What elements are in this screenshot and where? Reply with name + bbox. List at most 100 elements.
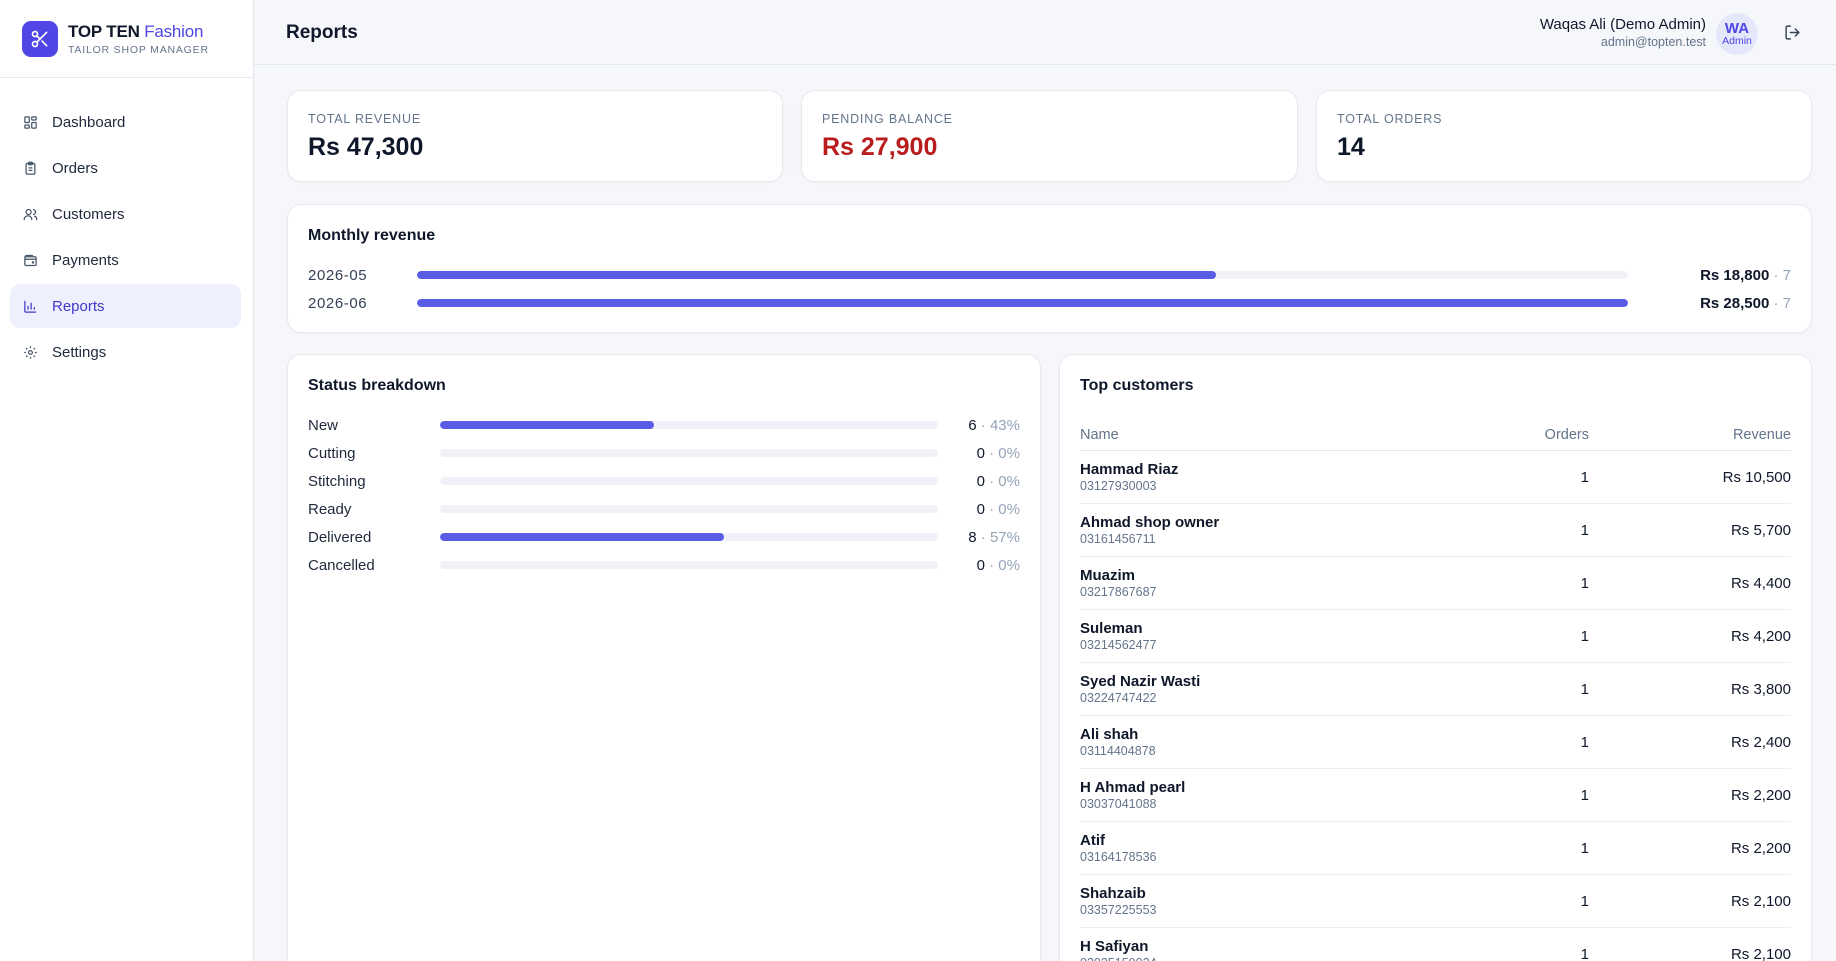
sidebar-item-reports[interactable]: Reports bbox=[10, 284, 241, 328]
customer-phone: 03127930003 bbox=[1080, 478, 1157, 493]
customer-revenue: Rs 5,700 bbox=[1730, 521, 1791, 539]
customer-cell: Muazim 03217867687 bbox=[1080, 567, 1469, 600]
table-row[interactable]: Suleman 03214562477 1 Rs 4,200 bbox=[1080, 610, 1791, 663]
customer-cell: Atif 03164178536 bbox=[1080, 832, 1469, 865]
customer-revenue: Rs 4,200 bbox=[1730, 627, 1791, 645]
revenue-bar-track bbox=[417, 271, 1628, 279]
customer-name: Muazim bbox=[1080, 566, 1136, 584]
stat-value: Rs 47,300 bbox=[308, 133, 424, 161]
customer-name: Ali shah bbox=[1080, 725, 1139, 743]
sidebar-item-settings[interactable]: Settings bbox=[10, 330, 241, 374]
section-title: Top customers bbox=[1080, 377, 1194, 394]
revenue-row: 2026-06 Rs 28,500 · 7 bbox=[308, 293, 1791, 313]
customer-cell: Suleman 03214562477 bbox=[1080, 620, 1469, 653]
sidebar-item-customers[interactable]: Customers bbox=[10, 192, 241, 236]
table-row[interactable]: H Ahmad pearl 03037041088 1 Rs 2,200 bbox=[1080, 769, 1791, 822]
customer-orders: 1 bbox=[1580, 680, 1589, 698]
customer-orders: 1 bbox=[1580, 892, 1589, 910]
customer-revenue: Rs 2,200 bbox=[1730, 839, 1791, 857]
top-header: Reports Waqas Ali (Demo Admin) admin@top… bbox=[254, 0, 1836, 65]
stat-card-pending-balance: PENDING BALANCE Rs 27,900 bbox=[801, 90, 1298, 182]
customer-orders: 1 bbox=[1580, 945, 1589, 961]
status-value: 0 · 0% bbox=[976, 472, 1020, 490]
status-row-cutting: Cutting 0 · 0% bbox=[308, 443, 1020, 463]
customer-orders: 1 bbox=[1580, 468, 1589, 486]
wallet-icon bbox=[22, 252, 38, 268]
sidebar-item-label: Customers bbox=[52, 205, 125, 223]
status-label: Ready bbox=[308, 500, 352, 518]
stat-label: TOTAL ORDERS bbox=[1337, 112, 1443, 126]
status-row-cancelled: Cancelled 0 · 0% bbox=[308, 555, 1020, 575]
customer-orders: 1 bbox=[1580, 839, 1589, 857]
section-title: Monthly revenue bbox=[308, 227, 436, 244]
status-label: Cancelled bbox=[308, 556, 375, 574]
status-breakdown-card: Status breakdown New 6 · 43% Cutting 0 ·… bbox=[287, 354, 1041, 961]
customer-cell: Hammad Riaz 03127930003 bbox=[1080, 461, 1469, 494]
sidebar-item-label: Orders bbox=[52, 159, 98, 177]
status-value: 0 · 0% bbox=[976, 556, 1020, 574]
section-title: Status breakdown bbox=[308, 377, 446, 394]
sidebar-item-orders[interactable]: Orders bbox=[10, 146, 241, 190]
customer-cell: H Ahmad pearl 03037041088 bbox=[1080, 779, 1469, 812]
status-label: New bbox=[308, 416, 339, 434]
sidebar-item-dashboard[interactable]: Dashboard bbox=[10, 100, 241, 144]
customer-revenue: Rs 2,100 bbox=[1730, 892, 1791, 910]
table-row[interactable]: H Safiyan 03035150024 1 Rs 2,100 bbox=[1080, 928, 1791, 961]
status-bar-track bbox=[439, 477, 939, 485]
table-row[interactable]: Syed Nazir Wasti 03224747422 1 Rs 3,800 bbox=[1080, 663, 1791, 716]
table-header: Name Orders Revenue bbox=[1080, 419, 1791, 451]
avatar-initials: WA bbox=[1724, 19, 1750, 37]
top-customers-card: Top customers Name Orders Revenue Hammad… bbox=[1059, 354, 1812, 961]
status-row-ready: Ready 0 · 0% bbox=[308, 499, 1020, 519]
stat-label: TOTAL REVENUE bbox=[308, 112, 421, 126]
customer-phone: 03224747422 bbox=[1080, 690, 1157, 705]
status-bar-fill bbox=[439, 421, 655, 429]
table-row[interactable]: Ali shah 03114404878 1 Rs 2,400 bbox=[1080, 716, 1791, 769]
monthly-revenue-card: Monthly revenue 2026-05 Rs 18,800 · 7 20… bbox=[287, 204, 1812, 333]
table-row[interactable]: Muazim 03217867687 1 Rs 4,400 bbox=[1080, 557, 1791, 610]
customer-cell: Ali shah 03114404878 bbox=[1080, 726, 1469, 759]
revenue-bar-track bbox=[417, 299, 1628, 307]
brand-name: TOP TEN Fashion bbox=[68, 21, 204, 41]
brand[interactable]: TOP TEN Fashion TAILOR SHOP MANAGER bbox=[0, 0, 253, 78]
table-row[interactable]: Shahzaib 03357225553 1 Rs 2,100 bbox=[1080, 875, 1791, 928]
table-row[interactable]: Hammad Riaz 03127930003 1 Rs 10,500 bbox=[1080, 451, 1791, 504]
status-label: Delivered bbox=[308, 528, 372, 546]
customer-cell: Shahzaib 03357225553 bbox=[1080, 885, 1469, 918]
sidebar-item-payments[interactable]: Payments bbox=[10, 238, 241, 282]
customer-name: Shahzaib bbox=[1080, 884, 1146, 902]
user-name: Waqas Ali (Demo Admin) bbox=[1539, 16, 1706, 33]
status-bar-track bbox=[439, 421, 939, 429]
table-row[interactable]: Atif 03164178536 1 Rs 2,200 bbox=[1080, 822, 1791, 875]
customer-cell: H Safiyan 03035150024 bbox=[1080, 938, 1469, 961]
customer-orders: 1 bbox=[1580, 574, 1589, 592]
sidebar-nav: Dashboard Orders Customers Payments Repo… bbox=[0, 78, 253, 374]
status-label: Stitching bbox=[308, 472, 366, 490]
sidebar: TOP TEN Fashion TAILOR SHOP MANAGER Dash… bbox=[0, 0, 254, 961]
status-label: Cutting bbox=[308, 444, 356, 462]
brand-subtitle: TAILOR SHOP MANAGER bbox=[68, 43, 209, 56]
customer-phone: 03217867687 bbox=[1080, 584, 1157, 599]
dashboard-icon bbox=[22, 114, 38, 130]
customer-revenue: Rs 10,500 bbox=[1722, 468, 1791, 486]
customer-revenue: Rs 4,400 bbox=[1730, 574, 1791, 592]
status-value: 8 · 57% bbox=[968, 528, 1020, 546]
customer-phone: 03114404878 bbox=[1080, 743, 1156, 758]
status-value: 0 · 0% bbox=[976, 444, 1020, 462]
column-header-revenue[interactable]: Revenue bbox=[1732, 426, 1791, 443]
user-info: Waqas Ali (Demo Admin) admin@topten.test bbox=[1540, 16, 1706, 49]
table-row[interactable]: Ahmad shop owner 03161456711 1 Rs 5,700 bbox=[1080, 504, 1791, 557]
revenue-bar-fill bbox=[417, 271, 1217, 279]
page-title: Reports bbox=[286, 22, 358, 43]
column-header-orders[interactable]: Orders bbox=[1544, 426, 1589, 443]
status-bar-fill bbox=[439, 533, 724, 541]
logout-icon[interactable] bbox=[1782, 22, 1802, 42]
customer-name: Atif bbox=[1080, 831, 1105, 849]
users-icon bbox=[22, 206, 38, 222]
top-customers-table: Name Orders Revenue Hammad Riaz 03127930… bbox=[1080, 419, 1791, 961]
customer-name: Syed Nazir Wasti bbox=[1080, 672, 1201, 690]
avatar[interactable]: WA Admin bbox=[1716, 13, 1758, 55]
sidebar-item-label: Payments bbox=[52, 251, 119, 269]
customer-orders: 1 bbox=[1580, 733, 1589, 751]
column-header-name[interactable]: Name bbox=[1080, 426, 1119, 443]
